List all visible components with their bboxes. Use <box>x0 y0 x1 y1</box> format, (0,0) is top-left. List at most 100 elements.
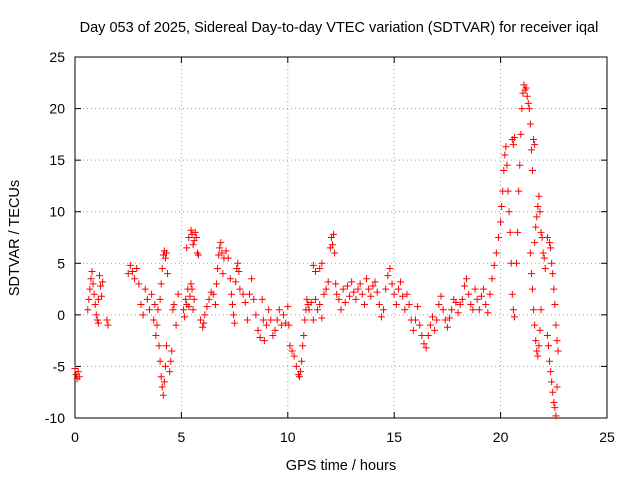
x-axis-title: GPS time / hours <box>286 458 396 474</box>
data-point <box>211 301 219 309</box>
data-point <box>536 208 544 216</box>
data-point <box>497 218 505 226</box>
y-tick-label: 25 <box>49 49 65 65</box>
data-point <box>236 285 244 293</box>
data-point <box>535 192 543 200</box>
data-point <box>544 342 552 350</box>
data-point <box>443 323 451 331</box>
data-point <box>435 301 443 309</box>
data-point <box>456 301 464 309</box>
data-point <box>297 368 305 376</box>
data-point <box>469 306 477 314</box>
data-point <box>209 290 217 298</box>
data-point <box>517 130 525 138</box>
data-point <box>441 316 449 324</box>
data-point <box>527 146 535 154</box>
data-point <box>284 303 292 311</box>
x-tick-label: 15 <box>386 429 402 445</box>
data-point <box>530 136 538 144</box>
plot-frame <box>74 56 608 419</box>
data-point <box>536 326 544 334</box>
data-point <box>86 285 94 293</box>
data-point <box>188 285 196 293</box>
data-point <box>490 261 498 269</box>
data-point <box>426 321 434 329</box>
data-point <box>547 244 555 252</box>
data-point <box>307 298 315 306</box>
data-point <box>551 301 559 309</box>
data-point <box>189 306 197 314</box>
data-point <box>360 301 368 309</box>
data-point <box>477 292 485 300</box>
data-point <box>103 316 111 324</box>
data-point <box>515 187 523 195</box>
data-point <box>494 234 502 241</box>
data-point <box>532 223 540 231</box>
data-point <box>416 321 424 329</box>
data-point <box>245 290 253 298</box>
data-point <box>541 264 549 272</box>
data-point <box>537 228 545 236</box>
data-point <box>530 306 538 314</box>
data-point <box>350 288 358 296</box>
data-point <box>241 298 249 306</box>
data-point <box>234 259 242 267</box>
data-point <box>411 316 419 324</box>
data-point <box>222 247 230 255</box>
data-point <box>75 373 83 381</box>
data-point <box>87 275 95 283</box>
data-point <box>235 268 243 276</box>
data-point <box>137 301 145 309</box>
data-point <box>401 306 409 314</box>
data-point <box>145 306 153 314</box>
data-point <box>187 226 195 234</box>
data-point <box>141 285 149 293</box>
data-point <box>422 344 430 352</box>
data-point <box>514 228 522 236</box>
data-point <box>227 290 235 298</box>
y-tick-label: 10 <box>49 204 65 220</box>
x-tick-label: 5 <box>178 429 186 445</box>
data-point <box>418 331 426 339</box>
data-point <box>248 275 256 283</box>
data-point <box>505 208 513 216</box>
data-point <box>88 268 96 276</box>
data-point <box>448 306 456 314</box>
data-point <box>199 323 207 331</box>
data-point <box>346 292 354 300</box>
data-point <box>139 311 147 319</box>
data-point <box>230 311 238 319</box>
data-point <box>433 316 441 324</box>
data-point <box>186 292 194 300</box>
data-point <box>309 261 317 269</box>
data-point <box>467 301 475 309</box>
data-point <box>285 321 293 329</box>
data-point <box>529 285 537 293</box>
data-point <box>300 331 308 339</box>
data-point <box>526 249 534 257</box>
data-point <box>99 278 107 286</box>
data-point <box>250 295 258 303</box>
data-point <box>271 326 279 334</box>
data-point <box>543 331 551 339</box>
data-point <box>540 254 548 262</box>
data-point <box>305 306 313 314</box>
data-point <box>486 290 494 298</box>
data-point <box>503 161 511 169</box>
data-point <box>502 143 510 151</box>
data-point <box>384 272 392 280</box>
x-tick-label: 0 <box>71 429 79 445</box>
data-point <box>92 311 100 319</box>
y-tick-label: 20 <box>49 101 65 117</box>
data-point <box>156 357 164 365</box>
data-point <box>191 228 199 236</box>
data-point <box>394 285 402 293</box>
data-point <box>484 309 492 317</box>
data-point <box>205 295 213 303</box>
data-point <box>337 306 345 314</box>
data-point <box>522 84 530 92</box>
data-point <box>90 290 98 298</box>
data-point <box>375 301 383 309</box>
data-point <box>213 280 221 288</box>
data-point <box>546 239 554 247</box>
